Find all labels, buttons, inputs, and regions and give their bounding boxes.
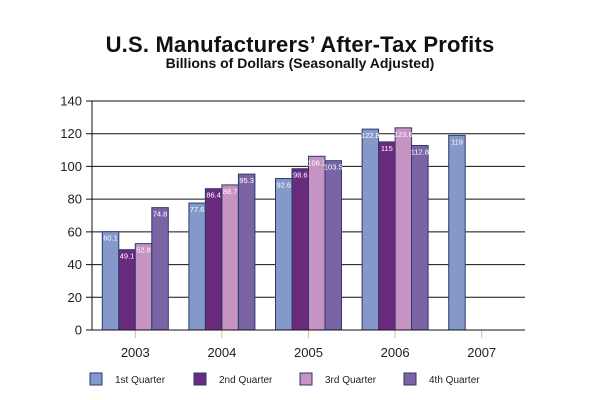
- data-label: 49.1: [120, 252, 135, 261]
- bar: [118, 249, 136, 331]
- data-label: 123.6: [394, 130, 413, 139]
- legend-label: 1st Quarter: [115, 375, 166, 386]
- chart-title: U.S. Manufacturers’ After-Tax Profits: [105, 32, 495, 57]
- data-label: 122.8: [361, 131, 380, 140]
- bar: [134, 243, 153, 331]
- data-label: 112.8: [411, 147, 429, 156]
- data-label: 52.8: [136, 246, 151, 255]
- x-tick-label: 2004: [207, 345, 236, 360]
- bar: [394, 127, 413, 331]
- data-label: 95.3: [239, 176, 254, 185]
- bar: [361, 128, 380, 331]
- legend-label: 4th Quarter: [429, 375, 480, 386]
- bar: [188, 202, 206, 331]
- bar: [275, 178, 293, 331]
- bar: [204, 188, 223, 331]
- x-tick-label: 2006: [381, 345, 410, 360]
- bar: [448, 134, 466, 331]
- data-label: 115: [381, 144, 393, 153]
- chart-subtitle: Billions of Dollars (Seasonally Adjusted…: [165, 55, 435, 71]
- legend-swatch: [89, 372, 103, 386]
- legend: 1st Quarter 2nd Quarter 3rd Quarter 4th Qua…: [89, 372, 480, 386]
- bar: [291, 168, 309, 331]
- y-tick-label: 60: [68, 224, 82, 239]
- legend-swatch: [193, 372, 207, 386]
- data-label: 119: [451, 137, 463, 146]
- y-tick-label: 100: [60, 159, 82, 174]
- bar: [324, 160, 342, 331]
- y-tick-label: 0: [75, 323, 82, 338]
- data-label: 103.5: [324, 163, 343, 172]
- bar: [221, 184, 239, 331]
- x-tick-label: 2005: [294, 345, 323, 360]
- data-label: 86.4: [206, 191, 221, 200]
- data-label: 106.2: [307, 158, 326, 167]
- x-tick-label: 2003: [121, 345, 150, 360]
- data-label: 60.1: [103, 234, 118, 243]
- data-label: 88.7: [223, 187, 238, 196]
- legend-label: 2nd Quarter: [219, 375, 273, 386]
- legend-label: 3rd Quarter: [325, 375, 377, 386]
- data-label: 92.6: [276, 181, 291, 190]
- bars: 60.149.152.8 74.8 77.686.4 88.795.3 92.698.6…: [101, 127, 466, 331]
- bar: [101, 231, 120, 331]
- x-tick-label: 2007: [467, 345, 496, 360]
- bar: [151, 207, 169, 331]
- data-label: 74.8: [153, 210, 168, 219]
- legend-swatch: [299, 372, 313, 386]
- bar: [411, 144, 429, 331]
- y-tick-label: 80: [68, 192, 82, 207]
- y-tick-label: 140: [60, 94, 82, 109]
- data-label: 77.6: [190, 205, 205, 214]
- data-label: 98.6: [293, 171, 308, 180]
- y-tick-label: 120: [60, 126, 82, 141]
- y-tick-label: 40: [68, 257, 82, 272]
- bar: [237, 173, 256, 331]
- bar: [378, 141, 396, 331]
- bar: [308, 155, 326, 331]
- axes: 0 20 40 60 80 100 120 140 2003 2004 2005 2006 2007: [60, 94, 525, 360]
- legend-swatch: [403, 372, 417, 386]
- y-tick-label: 20: [68, 290, 82, 305]
